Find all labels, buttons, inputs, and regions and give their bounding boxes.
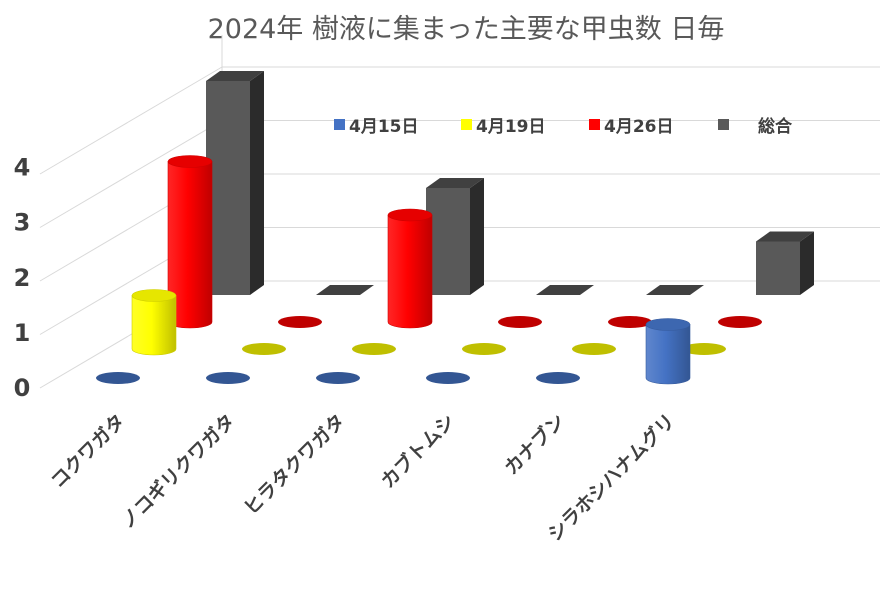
bar-1-4 [426, 372, 470, 384]
bar-3-4 [498, 316, 542, 328]
bar-4-5 [646, 285, 704, 295]
bar-3-3 [387, 208, 433, 329]
x-tick-label: ノコギリクワガタ [116, 410, 239, 533]
bar-2-4 [462, 343, 506, 355]
legend-label: 総合 [758, 116, 793, 137]
y-tick-label: 2 [14, 264, 31, 292]
bar-3-2 [278, 316, 322, 328]
gridline-side [39, 66, 223, 175]
x-tick-label: コクワガタ [47, 410, 130, 493]
bar-3-5 [608, 316, 652, 328]
chart-title: 2024年 樹液に集まった主要な甲虫数 日毎 [208, 14, 725, 45]
x-tick-label: ヒラタクワガタ [240, 410, 350, 520]
bar-2-2 [242, 343, 286, 355]
bar-3-1 [167, 155, 213, 329]
bars [96, 71, 814, 385]
legend-item-1: 4月15日 [334, 117, 419, 137]
bar-1-1 [96, 372, 140, 384]
bar-4-4 [536, 285, 594, 295]
bar-3-6 [718, 316, 762, 328]
bar-1-5 [536, 372, 580, 384]
bar-1-3 [316, 372, 360, 384]
bar-1-6 [645, 318, 691, 385]
y-tick-label: 0 [14, 374, 31, 402]
gridline-side [39, 120, 223, 228]
bar-4-2 [316, 285, 374, 295]
legend-item-2: 4月19日 [461, 117, 546, 137]
legend-item-4: 総合 [718, 116, 793, 137]
legend-label: 4月19日 [476, 117, 546, 137]
bar-1-2 [206, 372, 250, 384]
legend: 4月15日 4月19日 4月26日 総合 [334, 116, 793, 137]
bar-4-6 [756, 231, 814, 295]
legend-swatch [718, 119, 729, 130]
bar-4-1 [206, 71, 264, 295]
y-tick-label: 4 [14, 154, 31, 182]
y-tick-label: 1 [14, 319, 31, 347]
legend-item-3: 4月26日 [589, 117, 674, 137]
y-axis-ticks: 0 1 2 3 4 [14, 154, 31, 402]
bar-2-3 [352, 343, 396, 355]
bar-2-5 [572, 343, 616, 355]
legend-swatch [589, 119, 600, 130]
x-tick-label: カナブン [500, 409, 570, 479]
bar-4-3 [426, 178, 484, 295]
legend-label: 4月26日 [604, 117, 674, 137]
bar-2-6 [682, 343, 726, 355]
legend-swatch [461, 119, 472, 130]
legend-label: 4月15日 [349, 117, 419, 137]
x-tick-label: カブトムシ [376, 409, 459, 492]
bar-2-1 [131, 289, 177, 356]
y-tick-label: 3 [14, 209, 31, 237]
legend-swatch [334, 119, 345, 130]
